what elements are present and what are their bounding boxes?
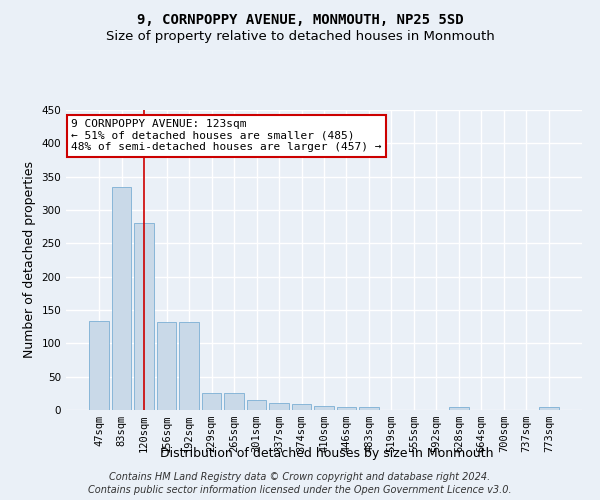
Bar bbox=[449, 408, 469, 410]
Bar bbox=[202, 392, 221, 410]
Bar bbox=[157, 322, 176, 410]
Bar bbox=[359, 408, 379, 410]
Bar bbox=[292, 404, 311, 410]
Bar bbox=[179, 322, 199, 410]
Y-axis label: Number of detached properties: Number of detached properties bbox=[23, 162, 36, 358]
Text: Contains public sector information licensed under the Open Government Licence v3: Contains public sector information licen… bbox=[88, 485, 512, 495]
Bar bbox=[337, 406, 356, 410]
Text: Distribution of detached houses by size in Monmouth: Distribution of detached houses by size … bbox=[160, 448, 494, 460]
Text: Contains HM Land Registry data © Crown copyright and database right 2024.: Contains HM Land Registry data © Crown c… bbox=[109, 472, 491, 482]
Bar bbox=[539, 408, 559, 410]
Text: Size of property relative to detached houses in Monmouth: Size of property relative to detached ho… bbox=[106, 30, 494, 43]
Bar bbox=[224, 392, 244, 410]
Bar bbox=[269, 402, 289, 410]
Text: 9 CORNPOPPY AVENUE: 123sqm
← 51% of detached houses are smaller (485)
48% of sem: 9 CORNPOPPY AVENUE: 123sqm ← 51% of deta… bbox=[71, 119, 382, 152]
Text: 9, CORNPOPPY AVENUE, MONMOUTH, NP25 5SD: 9, CORNPOPPY AVENUE, MONMOUTH, NP25 5SD bbox=[137, 12, 463, 26]
Bar bbox=[134, 222, 154, 410]
Bar bbox=[112, 186, 131, 410]
Bar bbox=[247, 400, 266, 410]
Bar bbox=[314, 406, 334, 410]
Bar bbox=[89, 320, 109, 410]
